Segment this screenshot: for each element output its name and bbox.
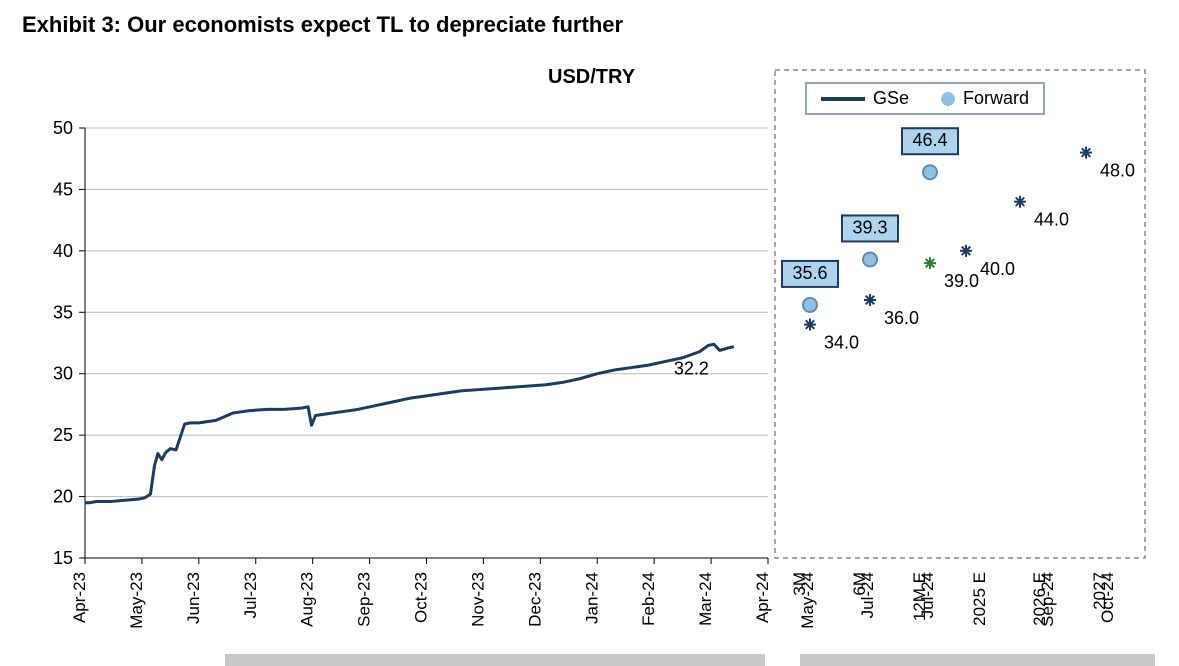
svg-text:39.3: 39.3 bbox=[852, 217, 887, 237]
svg-text:40: 40 bbox=[53, 241, 73, 261]
svg-text:48.0: 48.0 bbox=[1100, 161, 1135, 181]
svg-text:12M E: 12M E bbox=[910, 572, 929, 621]
svg-text:Oct-23: Oct-23 bbox=[412, 572, 431, 623]
scrollbar-shadow-left bbox=[225, 654, 765, 666]
svg-text:39.0: 39.0 bbox=[944, 271, 979, 291]
svg-text:50: 50 bbox=[53, 118, 73, 138]
svg-text:Feb-24: Feb-24 bbox=[639, 572, 658, 626]
svg-text:20: 20 bbox=[53, 487, 73, 507]
svg-text:Aug-23: Aug-23 bbox=[298, 572, 317, 627]
svg-text:6M: 6M bbox=[850, 572, 869, 596]
svg-text:Jun-23: Jun-23 bbox=[184, 572, 203, 624]
svg-text:Mar-24: Mar-24 bbox=[696, 572, 715, 626]
svg-text:34.0: 34.0 bbox=[824, 333, 859, 353]
svg-text:40.0: 40.0 bbox=[980, 259, 1015, 279]
svg-text:May-23: May-23 bbox=[127, 572, 146, 629]
svg-text:15: 15 bbox=[53, 548, 73, 568]
svg-text:45: 45 bbox=[53, 179, 73, 199]
svg-text:44.0: 44.0 bbox=[1034, 210, 1069, 230]
scrollbar-shadow-right bbox=[800, 654, 1155, 666]
svg-text:25: 25 bbox=[53, 425, 73, 445]
svg-text:Sep-23: Sep-23 bbox=[355, 572, 374, 627]
svg-text:2025 E: 2025 E bbox=[970, 572, 989, 626]
svg-text:35: 35 bbox=[53, 302, 73, 322]
svg-text:Nov-23: Nov-23 bbox=[468, 572, 487, 627]
svg-text:46.4: 46.4 bbox=[912, 130, 947, 150]
svg-text:3M: 3M bbox=[790, 572, 809, 596]
svg-text:Apr-23: Apr-23 bbox=[70, 572, 89, 623]
svg-text:2027: 2027 bbox=[1090, 572, 1109, 610]
svg-text:Apr-24: Apr-24 bbox=[753, 572, 772, 623]
svg-text:Jul-23: Jul-23 bbox=[241, 572, 260, 618]
svg-text:2026 E: 2026 E bbox=[1030, 572, 1049, 626]
svg-text:32.2: 32.2 bbox=[674, 359, 709, 379]
chart-canvas: 15 20 25 30 35 40 45 50 Apr-23 May-23 Jun-23 Jul-23… bbox=[0, 0, 1179, 666]
svg-text:36.0: 36.0 bbox=[884, 308, 919, 328]
svg-text:Jan-24: Jan-24 bbox=[582, 572, 601, 624]
svg-text:Dec-23: Dec-23 bbox=[525, 572, 544, 627]
svg-text:30: 30 bbox=[53, 364, 73, 384]
svg-text:35.6: 35.6 bbox=[792, 263, 827, 283]
